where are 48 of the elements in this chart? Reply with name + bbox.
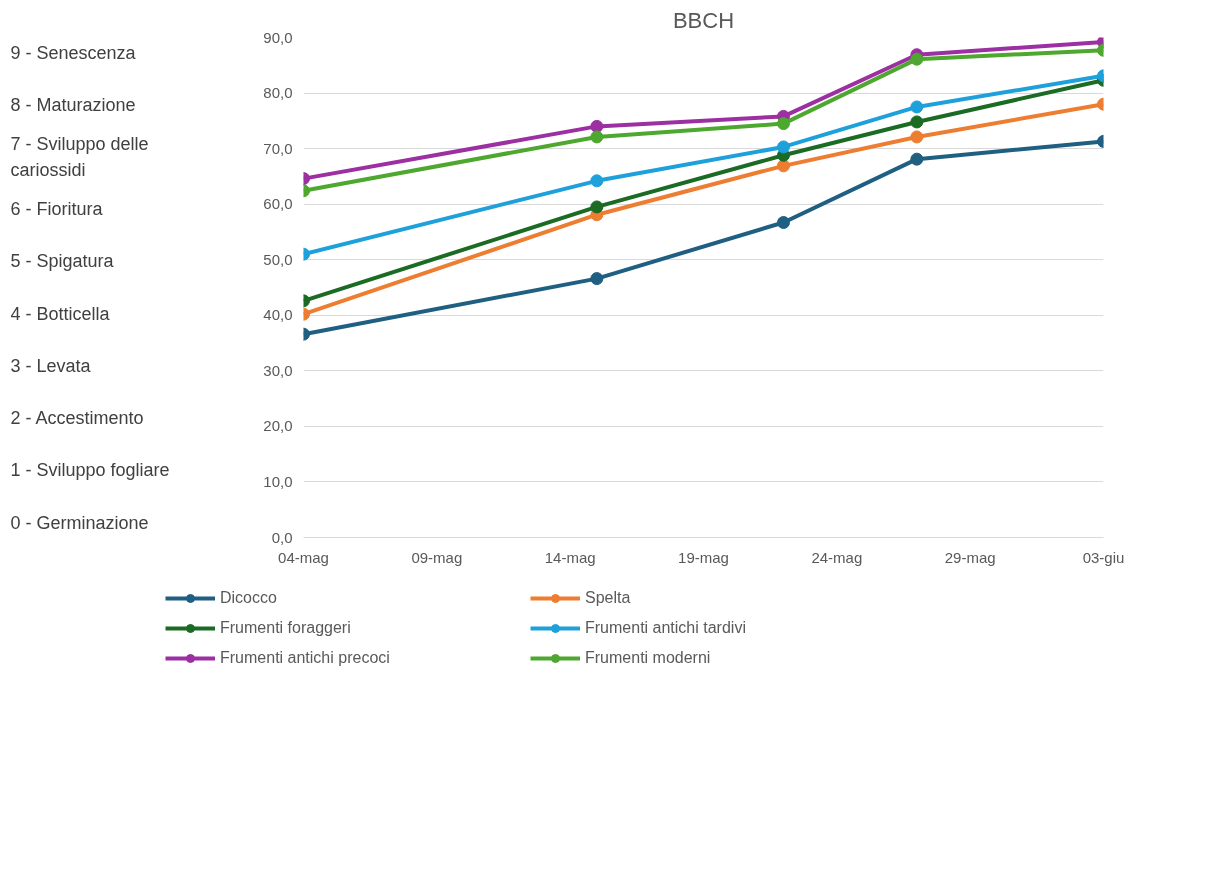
y-tick-label: 30,0 [263,361,293,379]
y-tick-label: 60,0 [263,195,293,213]
y-tick-label: 20,0 [263,417,293,435]
legend-label: Frumenti antichi precoci [220,649,391,667]
point [910,115,924,129]
text: 2 - Accestimento [10,408,144,429]
text: 5 - Spigatura [10,251,115,272]
y-tick-label: 10,0 [263,472,293,490]
x-tick-label: 29-mag [944,548,996,566]
point [590,119,604,133]
legend-label: Spelta [585,589,632,607]
chart-title: BBCH [672,7,735,33]
point [910,152,924,166]
y-tick-label: 50,0 [263,250,293,268]
y-tick-label: 0,0 [271,528,293,546]
point [777,117,790,131]
x-tick-label: 19-mag [678,548,729,566]
text: 7 - Sviluppo delle cariossidi [10,133,149,180]
y-tick-label: 90,0 [263,28,293,46]
point [590,174,604,188]
x-tick-label: 09-mag [411,548,463,566]
text: 0 - Germinazione [10,512,149,533]
text: 8 - Maturazione [10,94,136,115]
y-tick-label: 70,0 [263,139,293,157]
point [590,200,604,214]
text: 9 - Senescenza [10,42,137,63]
point [910,100,924,114]
point [910,130,924,144]
text: 4 - Botticella [10,303,111,324]
text: 6 - Fioritura [10,199,104,220]
x-tick-label: 03-giu [1082,548,1125,566]
point [777,216,790,229]
point [910,52,924,66]
point [777,159,790,173]
legend-label: Dicocco [220,589,278,607]
text: 1 - Sviluppo fogliare [10,460,170,481]
text: 3 - Levata [10,355,92,376]
x-tick-label: 14-mag [544,548,596,566]
y-tick-label: 40,0 [263,306,293,324]
legend-label: Frumenti foraggeri [220,619,352,637]
point [590,272,604,286]
legend-label: Frumenti antichi tardivi [585,619,747,637]
x-tick-label: 04-mag [278,548,329,566]
point [777,140,790,154]
legend-label: Frumenti moderni [585,649,712,667]
x-tick-label: 24-mag [811,548,863,566]
y-tick-label: 80,0 [263,84,293,102]
point [590,130,604,144]
